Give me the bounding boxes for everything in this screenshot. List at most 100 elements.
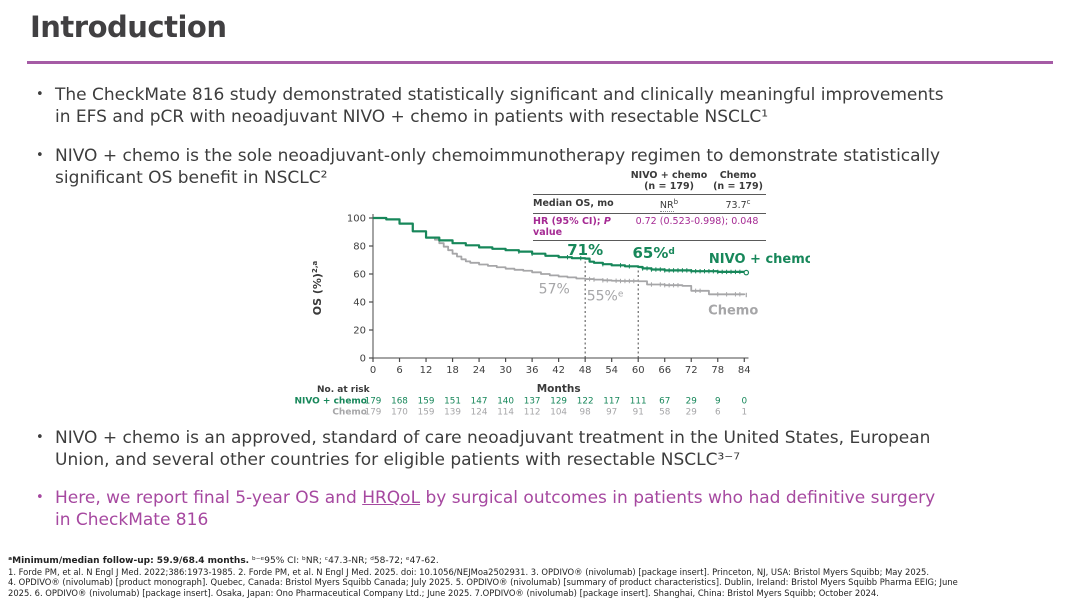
footnote-ci-values: ᵇ⁻ᵉ95% CI: ᵇNR; ᶜ47.3-NR; ᵈ58-72; ᵉ47-62… <box>249 556 439 566</box>
svg-text:6: 6 <box>715 408 721 418</box>
svg-text:24: 24 <box>473 365 486 376</box>
bullet4-hrqol: HRQoL <box>362 488 421 508</box>
svg-text:147: 147 <box>471 397 488 407</box>
svg-text:60: 60 <box>353 270 366 281</box>
svg-text:0: 0 <box>370 365 376 376</box>
hr-label: HR (95% CI); P value <box>533 214 628 242</box>
bullet-report-objective: • Here, we report final 5-year OS and HR… <box>36 487 1066 531</box>
svg-text:137: 137 <box>524 397 541 407</box>
os-stats-table: NIVO + chemo (n = 179) Chemo (n = 179) M… <box>533 170 766 242</box>
svg-text:0: 0 <box>741 397 747 407</box>
svg-text:139: 139 <box>444 408 461 418</box>
svg-text:117: 117 <box>603 397 620 407</box>
bullet-checkmate-study: • The CheckMate 816 study demonstrated s… <box>36 84 1066 128</box>
svg-text:159: 159 <box>418 397 435 407</box>
bullet-approved-treatment: • NIVO + chemo is an approved, standard … <box>36 427 1066 471</box>
svg-text:42: 42 <box>552 365 565 376</box>
svg-text:29: 29 <box>686 408 697 418</box>
median-os-chemo-num: 73.7 <box>725 199 747 211</box>
svg-text:57%: 57% <box>539 282 570 298</box>
svg-text:170: 170 <box>391 408 408 418</box>
stats-header-chemo: Chemo (n = 179) <box>710 170 766 195</box>
svg-text:179: 179 <box>365 408 382 418</box>
svg-text:100: 100 <box>347 214 366 225</box>
median-os-nivo-nr: NR <box>659 199 674 212</box>
x-axis-label: Months <box>537 383 581 395</box>
footnote-followup: ᵃMinimum/median follow-up: 59.9/68.4 mon… <box>8 556 1074 566</box>
median-os-nivo-sup: b <box>673 197 679 206</box>
svg-text:80: 80 <box>353 242 366 253</box>
bullet-text: Here, we report final 5-year OS and HRQo… <box>55 487 935 531</box>
svg-text:40: 40 <box>353 298 366 309</box>
page-title: Introduction <box>30 10 227 44</box>
bullet-text: NIVO + chemo is the sole neoadjuvant-onl… <box>55 146 941 188</box>
risk-row-label-nivo-chemo: NIVO + chemo <box>295 397 367 407</box>
svg-text:6: 6 <box>396 365 402 376</box>
bullet-text: NIVO + chemo is an approved, standard of… <box>55 428 931 470</box>
hr-label-pre: HR (95% CI); <box>533 216 604 228</box>
svg-text:151: 151 <box>444 397 461 407</box>
stats-header-chemo-line1: Chemo <box>719 170 757 181</box>
stats-header-nivo-chemo: NIVO + chemo (n = 179) <box>628 170 710 195</box>
svg-text:129: 129 <box>550 397 567 407</box>
hr-label-post: value <box>533 227 563 239</box>
svg-text:114: 114 <box>497 408 514 418</box>
svg-text:60: 60 <box>632 365 645 376</box>
svg-text:48: 48 <box>579 365 592 376</box>
svg-text:12: 12 <box>420 365 433 376</box>
risk-row-label-chemo: Chemo <box>332 408 367 418</box>
risk-table-label: No. at risk <box>317 385 371 395</box>
svg-text:78: 78 <box>711 365 724 376</box>
svg-text:124: 124 <box>471 408 488 418</box>
series-label-nivo-chemo: NIVO + chemo <box>709 252 810 267</box>
svg-text:30: 30 <box>499 365 512 376</box>
svg-text:9: 9 <box>715 397 721 407</box>
os-curve-nivo-chemo <box>373 216 746 273</box>
y-axis-label: OS (%)2,a <box>311 261 324 316</box>
stats-header-chemo-line2: (n = 179) <box>713 180 763 192</box>
svg-text:18: 18 <box>446 365 459 376</box>
svg-text:84: 84 <box>738 365 751 376</box>
svg-text:112: 112 <box>524 408 541 418</box>
svg-text:111: 111 <box>630 397 647 407</box>
svg-text:58: 58 <box>659 408 670 418</box>
bullet-marker: • <box>36 490 44 505</box>
bullet-sole-regimen: • NIVO + chemo is the sole neoadjuvant-o… <box>36 145 1066 189</box>
hr-value: 0.72 (0.523-0.998); 0.048 <box>628 214 766 242</box>
footnote-followup-bold: ᵃMinimum/median follow-up: 59.9/68.4 mon… <box>8 556 250 566</box>
svg-text:66: 66 <box>658 365 671 376</box>
svg-text:140: 140 <box>497 397 514 407</box>
title-accent-rule <box>27 61 1053 64</box>
svg-text:1: 1 <box>741 408 747 418</box>
median-os-chemo-value: 73.7c <box>710 195 766 214</box>
hr-label-p: P <box>603 216 611 228</box>
svg-text:91: 91 <box>633 408 644 418</box>
svg-text:29: 29 <box>686 397 697 407</box>
median-os-label: Median OS, mo <box>533 195 628 214</box>
median-os-nivo-value: NRb <box>628 195 710 214</box>
svg-text:97: 97 <box>606 408 617 418</box>
svg-text:71%: 71% <box>567 241 603 259</box>
footnote-references: 1. Forde PM, et al. N Engl J Med. 2022;3… <box>8 567 958 598</box>
svg-text:104: 104 <box>550 408 567 418</box>
os-curve-chemo <box>373 217 746 296</box>
svg-text:168: 168 <box>391 397 408 407</box>
svg-text:159: 159 <box>418 408 435 418</box>
bullet-marker: • <box>36 430 44 445</box>
bullet-text: The CheckMate 816 study demonstrated sta… <box>55 85 944 127</box>
svg-text:0: 0 <box>360 354 366 365</box>
svg-text:72: 72 <box>685 365 698 376</box>
svg-text:67: 67 <box>659 397 670 407</box>
svg-text:54: 54 <box>605 365 618 376</box>
bullet4-post: by surgical outcomes in patients who had… <box>55 488 936 530</box>
bullet-marker: • <box>36 148 44 163</box>
svg-text:36: 36 <box>526 365 539 376</box>
svg-text:20: 20 <box>353 326 366 337</box>
stats-header-empty <box>533 192 628 195</box>
svg-text:98: 98 <box>580 408 591 418</box>
svg-text:122: 122 <box>577 397 594 407</box>
median-os-chemo-sup: c <box>746 197 751 206</box>
series-label-chemo: Chemo <box>708 304 758 319</box>
